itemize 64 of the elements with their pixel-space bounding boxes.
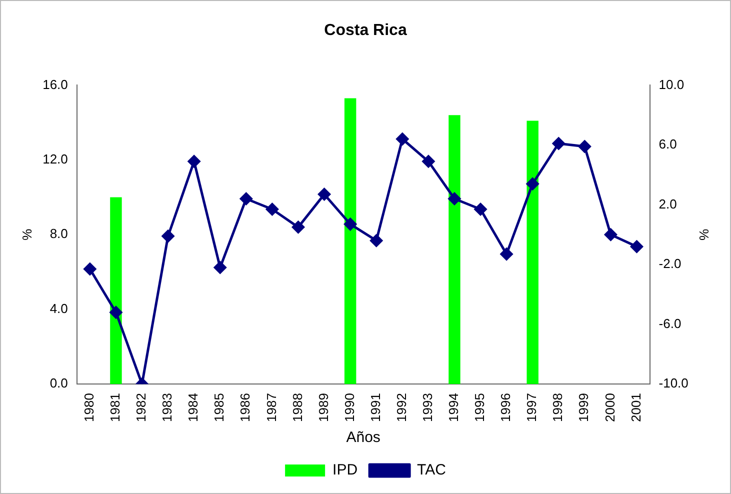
point xyxy=(292,220,304,234)
x-tick-label: 1981 xyxy=(108,393,123,422)
point xyxy=(630,240,643,253)
y2-tick-label: 6.0 xyxy=(658,136,677,152)
x-tick-label: 1997 xyxy=(524,393,540,422)
x-tick-label: 1996 xyxy=(498,393,514,422)
y-axis-title: % xyxy=(19,228,34,240)
x-tick-label: 1985 xyxy=(212,393,227,422)
x-tick-label: 1986 xyxy=(238,393,253,422)
x-tick-label: 1992 xyxy=(394,393,409,422)
y-tick-label: 0.0 xyxy=(50,376,68,391)
x-tick-label: 1999 xyxy=(576,393,592,422)
x-tick-label: 1990 xyxy=(342,393,357,422)
x-tick-label: 1988 xyxy=(290,393,305,422)
point xyxy=(110,306,122,319)
point xyxy=(214,261,226,274)
x-tick-label: 1993 xyxy=(420,393,436,422)
y2-tick-label: -6.0 xyxy=(658,316,682,331)
bar xyxy=(526,120,538,384)
x-tick-label: 2000 xyxy=(602,393,618,422)
x-axis-title: Años xyxy=(346,429,380,446)
x-tick-label: 1982 xyxy=(134,393,149,422)
point xyxy=(578,140,591,153)
x-tick-label: 1994 xyxy=(446,393,462,422)
point xyxy=(526,178,539,190)
point xyxy=(162,230,174,242)
point xyxy=(370,234,383,247)
bar xyxy=(448,115,460,384)
y-tick-label: 16.0 xyxy=(42,76,68,92)
point xyxy=(188,155,200,168)
y2-tick-label: -10.0 xyxy=(658,376,688,391)
point xyxy=(422,155,435,168)
bar xyxy=(110,197,122,384)
point xyxy=(240,192,252,206)
legend-label: TAC xyxy=(417,462,446,479)
point xyxy=(84,262,96,276)
point xyxy=(448,192,461,206)
x-tick-label: 1995 xyxy=(472,393,488,422)
point xyxy=(266,202,278,216)
y2-tick-label: 10.0 xyxy=(658,76,684,92)
y2-axis-title: % xyxy=(696,228,712,241)
point xyxy=(500,248,513,260)
legend-label: IPD xyxy=(332,462,358,479)
x-tick-label: 1998 xyxy=(550,393,566,422)
bar xyxy=(344,98,356,384)
point xyxy=(344,218,357,230)
y-tick-label: 8.0 xyxy=(50,226,68,242)
y-tick-label: 4.0 xyxy=(50,300,68,316)
x-tick-label: 1984 xyxy=(186,393,201,422)
x-tick-label: 1980 xyxy=(82,393,96,422)
x-tick-label: 1989 xyxy=(316,393,331,422)
y2-tick-label: 2.0 xyxy=(658,196,677,212)
x-tick-label: 1983 xyxy=(160,393,175,422)
chart-title: Costa Rica xyxy=(324,22,407,40)
x-tick-label: 2001 xyxy=(628,393,644,422)
point xyxy=(552,137,565,150)
y2-tick-label: -2.0 xyxy=(658,256,682,272)
y-tick-label: 12.0 xyxy=(42,152,68,166)
x-tick-label: 1991 xyxy=(368,393,383,422)
x-tick-label: 1987 xyxy=(264,393,279,422)
point xyxy=(604,228,617,241)
point xyxy=(396,132,409,146)
point xyxy=(318,188,331,201)
point xyxy=(474,202,487,216)
